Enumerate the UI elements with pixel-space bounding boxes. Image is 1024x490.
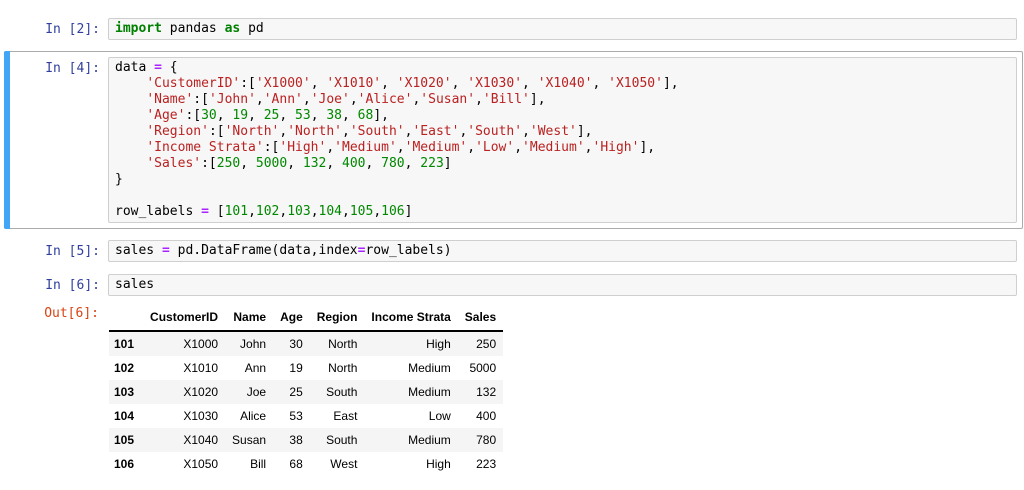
code-line: 'Name':['John','Ann','Joe','Alice','Susa…: [146, 92, 546, 107]
code-line: 'Income Strata':['High','Medium','Medium…: [146, 140, 656, 155]
output-content: CustomerID Name Age Region Income Strata Sale…: [107, 304, 1018, 476]
code-cell-in2[interactable]: In [2]: import pandas as pd: [4, 12, 1023, 46]
input-prompt: In [4]:: [45, 61, 100, 76]
code-line: data = {: [115, 60, 178, 75]
code-line: row_labels = [101,102,103,104,105,106]: [115, 204, 413, 219]
code-line: sales: [115, 277, 155, 292]
row-index: 102: [114, 361, 135, 375]
input-prompt: In [2]:: [45, 22, 100, 37]
code-line: 'Age':[30, 19, 25, 53, 38, 68],: [146, 108, 389, 123]
table-row: 103 X1020 Joe 25 South Medium 132: [109, 380, 504, 404]
table-cell: 132: [476, 385, 497, 399]
table-cell: High: [426, 337, 451, 351]
table-cell: Bill: [250, 457, 267, 471]
row-index: 104: [114, 409, 135, 423]
table-cell: X1020: [183, 385, 219, 399]
table-cell: 30: [289, 337, 303, 351]
code-line: [115, 188, 1010, 204]
table-row: 105 X1040 Susan 38 South Medium 780: [109, 428, 504, 452]
table-cell: X1040: [183, 433, 219, 447]
code-line: sales = pd.DataFrame(data,index=row_labe…: [115, 243, 452, 258]
table-cell: Alice: [240, 409, 267, 423]
output-area: Out[6]: CustomerID Name Age Region Income St…: [4, 304, 1023, 481]
table-cell: West: [330, 457, 358, 471]
column-header: Sales: [457, 304, 504, 332]
table-cell: Medium: [408, 433, 451, 447]
table-row: 102 X1010 Ann 19 North Medium 5000: [109, 356, 503, 380]
dataframe-table: CustomerID Name Age Region Income Strata Sale…: [109, 304, 504, 476]
table-cell: X1000: [183, 337, 219, 351]
code-editor[interactable]: import pandas as pd: [108, 18, 1017, 40]
table-cell: Medium: [408, 361, 451, 375]
table-cell: 780: [476, 433, 497, 447]
table-cell: Susan: [232, 433, 267, 447]
index-header: [109, 304, 144, 332]
table-cell: 250: [476, 337, 497, 351]
row-index: 101: [114, 337, 135, 351]
column-header: Income Strata: [364, 304, 458, 332]
table-cell: 25: [289, 385, 303, 399]
table-cell: 38: [289, 433, 303, 447]
table-row: 101 X1000 John 30 North High 250: [109, 331, 504, 356]
table-cell: Low: [428, 409, 451, 423]
code-cell-in4[interactable]: In [4]: data = { 'CustomerID':['X1000', …: [4, 51, 1023, 229]
output-prompt: Out[6]:: [44, 306, 99, 321]
code-editor[interactable]: data = { 'CustomerID':['X1000', 'X1010',…: [108, 57, 1017, 223]
table-cell: North: [328, 337, 358, 351]
table-cell: 400: [476, 409, 497, 423]
code-line: 'Region':['North','North','South','East'…: [146, 124, 593, 139]
table-cell: X1050: [183, 457, 219, 471]
table-cell: Medium: [408, 385, 451, 399]
table-cell: 53: [289, 409, 303, 423]
code-content: data = { 'CustomerID':['X1000', 'X1010',…: [115, 60, 1010, 220]
code-content: sales: [115, 277, 1010, 293]
code-editor[interactable]: sales: [108, 274, 1017, 296]
row-index: 106: [114, 457, 135, 471]
table-header-row: CustomerID Name Age Region Income Strata Sale…: [109, 304, 504, 332]
table-cell: Joe: [246, 385, 267, 399]
table-row: 106 X1050 Bill 68 West High 223: [109, 452, 503, 476]
code-line: }: [115, 172, 123, 187]
table-cell: High: [426, 457, 451, 471]
table-cell: X1010: [183, 361, 219, 375]
table-cell: North: [328, 361, 358, 375]
code-content: import pandas as pd: [115, 21, 1010, 37]
table-cell: 5000: [469, 361, 497, 375]
table-cell: 223: [476, 457, 497, 471]
table-row: 104 X1030 Alice 53 East Low 400: [109, 404, 503, 428]
table-cell: John: [240, 337, 267, 351]
table-cell: South: [326, 433, 358, 447]
table-cell: East: [333, 409, 358, 423]
column-header: Age: [273, 304, 310, 332]
column-header: Name: [225, 304, 274, 332]
code-line: 'Sales':[250, 5000, 132, 400, 780, 223]: [146, 156, 452, 171]
row-index: 105: [114, 433, 135, 447]
table-cell: 19: [289, 361, 303, 375]
row-index: 103: [114, 385, 135, 399]
code-line: import pandas as pd: [115, 21, 264, 36]
input-prompt: In [5]:: [45, 244, 100, 259]
table-cell: X1030: [183, 409, 219, 423]
column-header: Region: [309, 304, 365, 332]
code-content: sales = pd.DataFrame(data,index=row_labe…: [115, 243, 1010, 259]
table-cell: 68: [289, 457, 303, 471]
code-line: 'CustomerID':['X1000', 'X1010', 'X1020',…: [146, 76, 679, 91]
code-cell-in5[interactable]: In [5]: sales = pd.DataFrame(data,index=…: [4, 234, 1023, 268]
code-editor[interactable]: sales = pd.DataFrame(data,index=row_labe…: [108, 240, 1017, 262]
code-cell-in6[interactable]: In [6]: sales: [4, 268, 1023, 302]
table-cell: Ann: [244, 361, 267, 375]
table-cell: South: [326, 385, 358, 399]
column-header: CustomerID: [143, 304, 226, 332]
input-prompt: In [6]:: [45, 278, 100, 293]
